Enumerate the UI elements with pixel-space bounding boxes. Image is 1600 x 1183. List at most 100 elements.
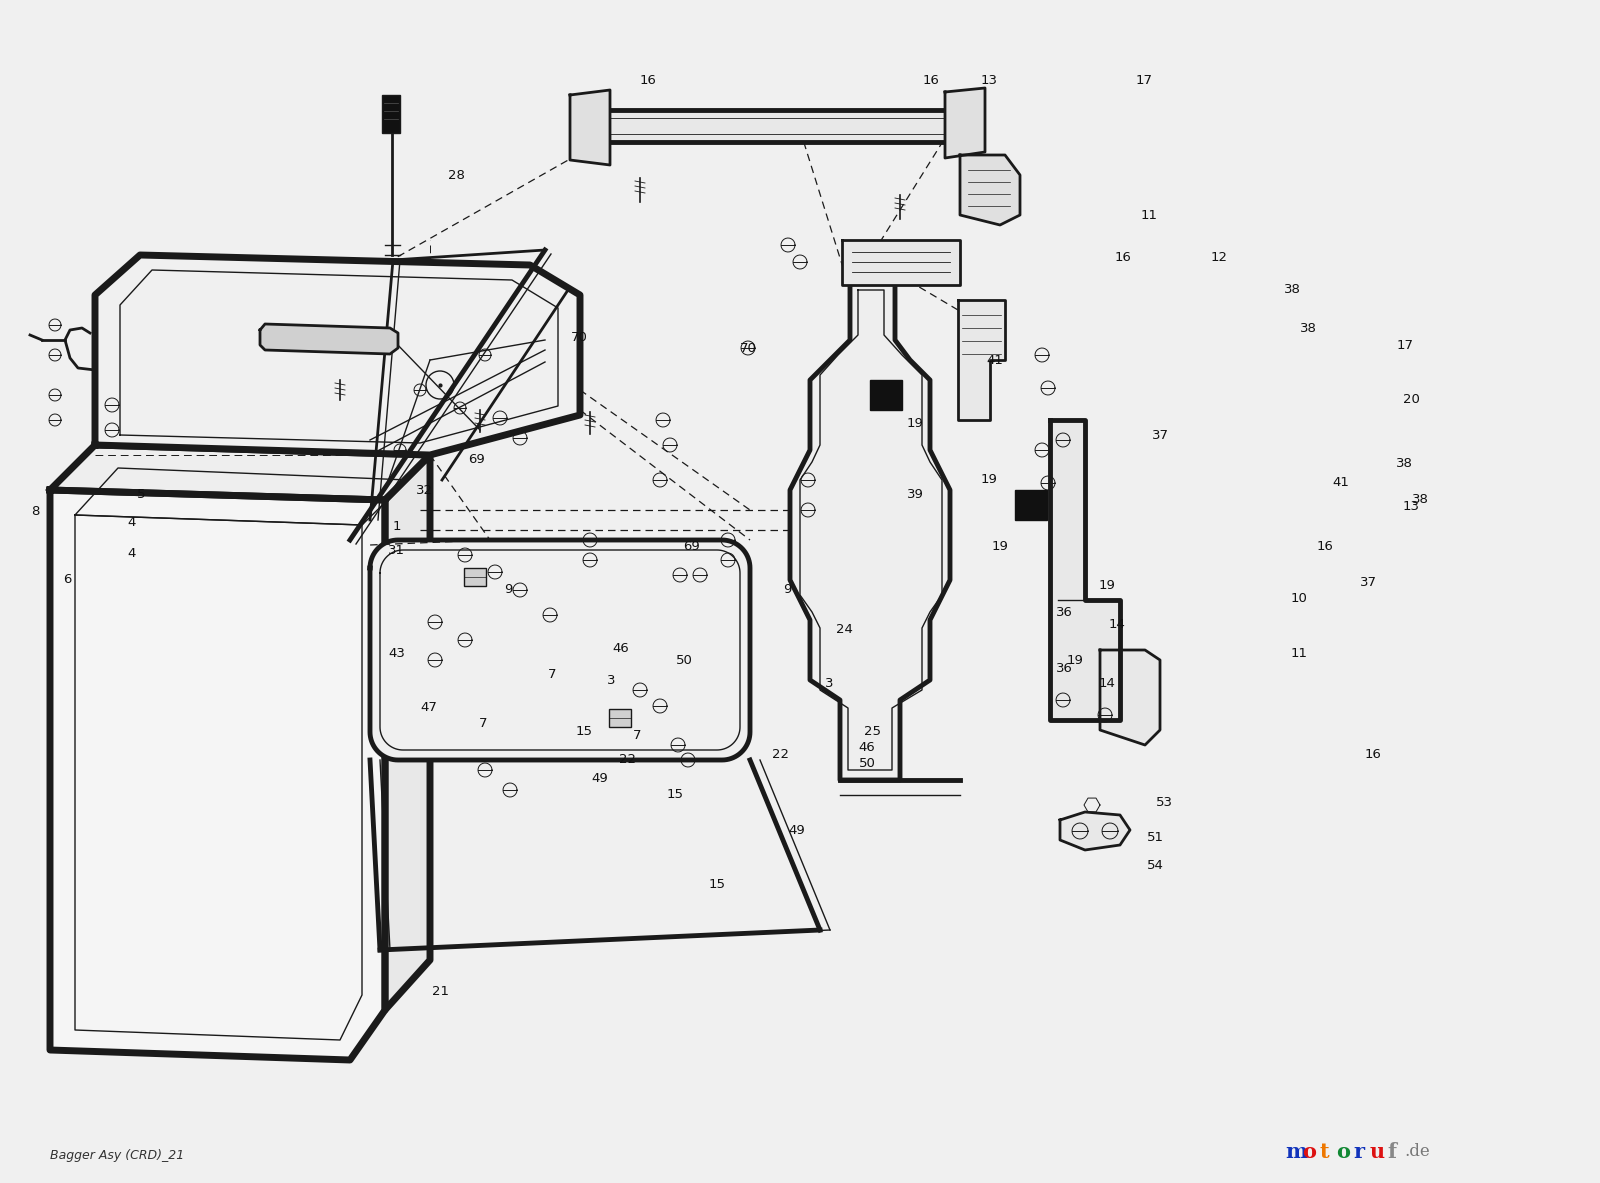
Text: 3: 3 [606, 674, 616, 686]
Text: 31: 31 [389, 544, 405, 556]
Text: 38: 38 [1397, 458, 1413, 470]
Text: 15: 15 [709, 879, 725, 891]
Text: 69: 69 [469, 453, 485, 465]
Text: 49: 49 [789, 825, 805, 836]
Text: 10: 10 [1291, 593, 1307, 605]
Text: 13: 13 [1403, 500, 1419, 512]
Bar [1014, 490, 1046, 521]
Text: 16: 16 [640, 75, 656, 86]
Polygon shape [960, 155, 1021, 225]
Text: 17: 17 [1136, 75, 1152, 86]
Text: 16: 16 [1365, 749, 1381, 761]
Text: 36: 36 [1056, 607, 1072, 619]
Text: 38: 38 [1413, 493, 1429, 505]
Text: 38: 38 [1285, 284, 1301, 296]
Text: 7: 7 [547, 668, 557, 680]
Text: 16: 16 [1317, 541, 1333, 552]
Text: 47: 47 [421, 702, 437, 713]
Text: 43: 43 [389, 647, 405, 659]
Polygon shape [94, 256, 579, 455]
Text: 17: 17 [1397, 340, 1413, 351]
Text: 50: 50 [859, 757, 875, 769]
Text: 41: 41 [1333, 477, 1349, 489]
Text: 5: 5 [136, 489, 146, 500]
Polygon shape [259, 324, 398, 354]
Text: 11: 11 [1291, 647, 1307, 659]
Text: u: u [1370, 1142, 1386, 1162]
Text: 54: 54 [1147, 860, 1163, 872]
Text: 14: 14 [1099, 678, 1115, 690]
Polygon shape [958, 300, 1005, 420]
Text: 4: 4 [126, 517, 136, 529]
Text: 9: 9 [782, 583, 792, 595]
Text: 19: 19 [992, 541, 1008, 552]
Text: 25: 25 [864, 725, 880, 737]
Text: 21: 21 [432, 985, 448, 997]
Text: 49: 49 [592, 772, 608, 784]
Text: 14: 14 [1109, 619, 1125, 631]
Text: .de: .de [1405, 1144, 1430, 1161]
Text: m: m [1285, 1142, 1307, 1162]
Polygon shape [842, 240, 960, 285]
Text: 46: 46 [613, 642, 629, 654]
Text: 19: 19 [981, 473, 997, 485]
Text: 16: 16 [923, 75, 939, 86]
Bar [464, 568, 486, 586]
Text: 7: 7 [632, 730, 642, 742]
Text: r: r [1354, 1142, 1363, 1162]
Text: 19: 19 [1067, 654, 1083, 666]
Text: 36: 36 [1056, 662, 1072, 674]
Polygon shape [1059, 812, 1130, 851]
Bar [870, 380, 902, 411]
Text: 37: 37 [1152, 429, 1168, 441]
Text: 19: 19 [907, 418, 923, 429]
Text: Bagger Asy (CRD)_21: Bagger Asy (CRD)_21 [50, 1149, 184, 1162]
Text: 41: 41 [987, 355, 1003, 367]
Text: 20: 20 [1403, 394, 1419, 406]
Polygon shape [50, 490, 386, 1060]
Text: 11: 11 [1141, 209, 1157, 221]
Text: 38: 38 [1301, 323, 1317, 335]
Polygon shape [370, 539, 750, 759]
Text: 70: 70 [741, 343, 757, 355]
Polygon shape [50, 445, 430, 500]
Polygon shape [386, 455, 430, 1010]
Text: 9: 9 [504, 583, 514, 595]
Text: 28: 28 [448, 169, 464, 181]
Polygon shape [570, 90, 610, 164]
Polygon shape [946, 88, 986, 159]
Text: 12: 12 [1211, 252, 1227, 264]
Text: t: t [1318, 1142, 1328, 1162]
Text: 53: 53 [1157, 796, 1173, 808]
Text: 39: 39 [907, 489, 923, 500]
Bar [382, 95, 400, 132]
Text: 1: 1 [392, 521, 402, 532]
Polygon shape [790, 280, 950, 780]
Text: 4: 4 [126, 548, 136, 560]
Text: f: f [1387, 1142, 1395, 1162]
Text: 13: 13 [981, 75, 997, 86]
Text: o: o [1336, 1142, 1350, 1162]
Text: 46: 46 [859, 742, 875, 754]
Polygon shape [75, 515, 362, 1040]
Text: 51: 51 [1147, 832, 1163, 843]
Text: 8: 8 [30, 505, 40, 517]
Text: 22: 22 [773, 749, 789, 761]
Text: 22: 22 [619, 754, 635, 765]
Polygon shape [1050, 420, 1120, 720]
Text: 19: 19 [1099, 580, 1115, 592]
Text: 7: 7 [478, 718, 488, 730]
Text: 15: 15 [576, 725, 592, 737]
Text: 3: 3 [824, 678, 834, 690]
Text: 6: 6 [62, 574, 72, 586]
Text: 70: 70 [571, 331, 587, 343]
Text: 69: 69 [683, 541, 699, 552]
Text: 16: 16 [1115, 252, 1131, 264]
Text: 15: 15 [667, 789, 683, 801]
Polygon shape [1101, 649, 1160, 745]
Text: o: o [1302, 1142, 1315, 1162]
Text: 24: 24 [837, 623, 853, 635]
Text: 37: 37 [1360, 576, 1376, 588]
Text: 50: 50 [677, 654, 693, 666]
Bar [610, 709, 630, 728]
